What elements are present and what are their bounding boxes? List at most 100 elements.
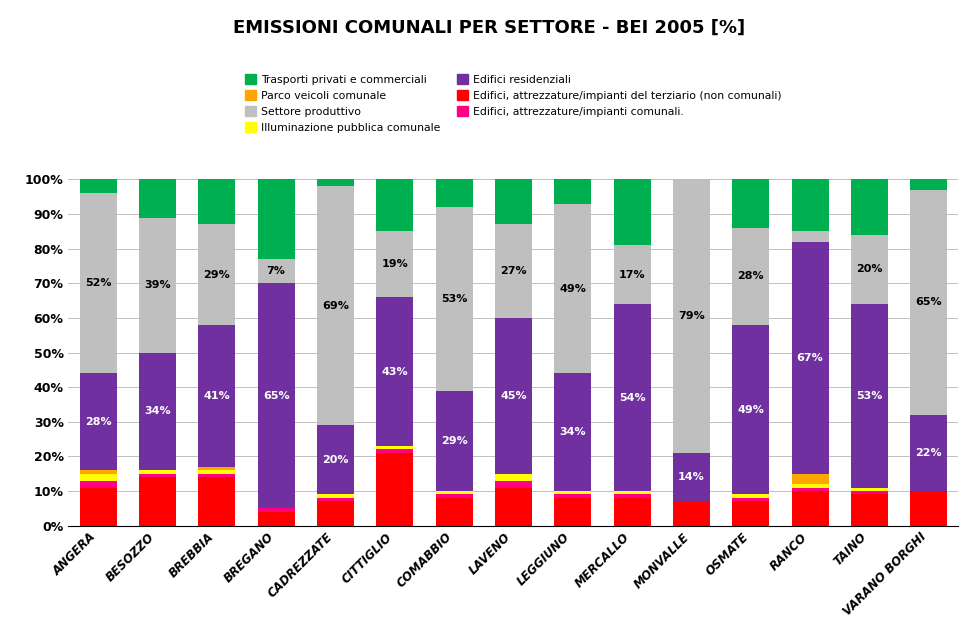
Text: 17%: 17% xyxy=(618,270,645,279)
Bar xyxy=(672,453,709,501)
Bar xyxy=(376,446,412,449)
Bar xyxy=(198,477,234,526)
Bar xyxy=(80,194,116,373)
Text: 49%: 49% xyxy=(559,283,585,294)
Bar xyxy=(910,491,946,526)
Text: 20%: 20% xyxy=(855,265,882,274)
Text: 53%: 53% xyxy=(441,294,467,304)
Bar xyxy=(554,498,590,526)
Text: 49%: 49% xyxy=(737,404,763,415)
Bar xyxy=(436,207,472,390)
Bar xyxy=(732,498,768,501)
Bar xyxy=(139,179,176,217)
Bar xyxy=(80,470,116,474)
Text: 39%: 39% xyxy=(144,280,171,290)
Bar xyxy=(614,304,650,491)
Text: 79%: 79% xyxy=(677,311,704,321)
Text: 28%: 28% xyxy=(737,271,763,281)
Legend: Trasporti privati e commerciali, Parco veicoli comunale, Settore produttivo, Ill: Trasporti privati e commerciali, Parco v… xyxy=(245,74,781,133)
Bar xyxy=(80,179,116,194)
Bar xyxy=(494,318,531,474)
Bar xyxy=(317,501,354,526)
Bar xyxy=(494,481,531,488)
Bar xyxy=(436,498,472,526)
Bar xyxy=(198,470,234,474)
Bar xyxy=(317,498,354,501)
Bar xyxy=(554,494,590,498)
Bar xyxy=(791,488,828,491)
Bar xyxy=(554,373,590,491)
Bar xyxy=(791,474,828,484)
Bar xyxy=(80,481,116,488)
Bar xyxy=(614,491,650,494)
Bar xyxy=(198,474,234,477)
Text: 67%: 67% xyxy=(796,353,823,363)
Text: EMISSIONI COMUNALI PER SETTORE - BEI 2005 [%]: EMISSIONI COMUNALI PER SETTORE - BEI 200… xyxy=(233,19,744,37)
Text: 53%: 53% xyxy=(856,391,881,401)
Bar xyxy=(850,488,887,491)
Bar xyxy=(376,449,412,453)
Bar xyxy=(317,187,354,425)
Bar xyxy=(436,179,472,207)
Text: 54%: 54% xyxy=(618,392,645,403)
Bar xyxy=(672,179,709,453)
Bar xyxy=(198,224,234,325)
Text: 69%: 69% xyxy=(321,301,349,311)
Bar xyxy=(258,512,294,526)
Text: 14%: 14% xyxy=(677,472,704,482)
Bar xyxy=(554,179,590,204)
Bar xyxy=(80,488,116,526)
Bar xyxy=(910,179,946,190)
Bar xyxy=(614,494,650,498)
Bar xyxy=(80,474,116,481)
Bar xyxy=(732,179,768,228)
Bar xyxy=(910,415,946,491)
Bar xyxy=(850,491,887,494)
Bar xyxy=(614,246,650,304)
Bar xyxy=(376,231,412,297)
Bar xyxy=(139,217,176,353)
Bar xyxy=(317,425,354,494)
Text: 19%: 19% xyxy=(381,259,407,269)
Text: 41%: 41% xyxy=(203,391,230,401)
Bar xyxy=(198,179,234,224)
Text: 52%: 52% xyxy=(85,278,111,288)
Bar xyxy=(732,494,768,498)
Bar xyxy=(258,179,294,259)
Bar xyxy=(139,353,176,470)
Bar xyxy=(436,390,472,491)
Bar xyxy=(614,179,650,246)
Bar xyxy=(198,467,234,470)
Bar xyxy=(139,474,176,477)
Bar xyxy=(139,477,176,526)
Text: 34%: 34% xyxy=(559,427,585,437)
Text: 65%: 65% xyxy=(914,297,941,308)
Bar xyxy=(791,484,828,488)
Bar xyxy=(494,474,531,481)
Bar xyxy=(436,494,472,498)
Bar xyxy=(258,508,294,512)
Bar xyxy=(376,297,412,446)
Bar xyxy=(850,304,887,488)
Text: 28%: 28% xyxy=(85,417,111,427)
Bar xyxy=(258,283,294,508)
Bar xyxy=(791,242,828,474)
Text: 22%: 22% xyxy=(914,448,941,458)
Bar xyxy=(672,501,709,526)
Text: 43%: 43% xyxy=(381,367,407,377)
Bar xyxy=(436,491,472,494)
Bar xyxy=(494,224,531,318)
Bar xyxy=(376,453,412,526)
Bar xyxy=(791,179,828,231)
Bar xyxy=(258,259,294,283)
Bar xyxy=(494,179,531,224)
Bar xyxy=(791,231,828,242)
Bar xyxy=(376,179,412,231)
Text: 29%: 29% xyxy=(441,436,467,446)
Bar xyxy=(198,325,234,467)
Bar xyxy=(910,190,946,415)
Bar xyxy=(850,235,887,304)
Bar xyxy=(732,325,768,494)
Bar xyxy=(80,373,116,470)
Bar xyxy=(317,494,354,498)
